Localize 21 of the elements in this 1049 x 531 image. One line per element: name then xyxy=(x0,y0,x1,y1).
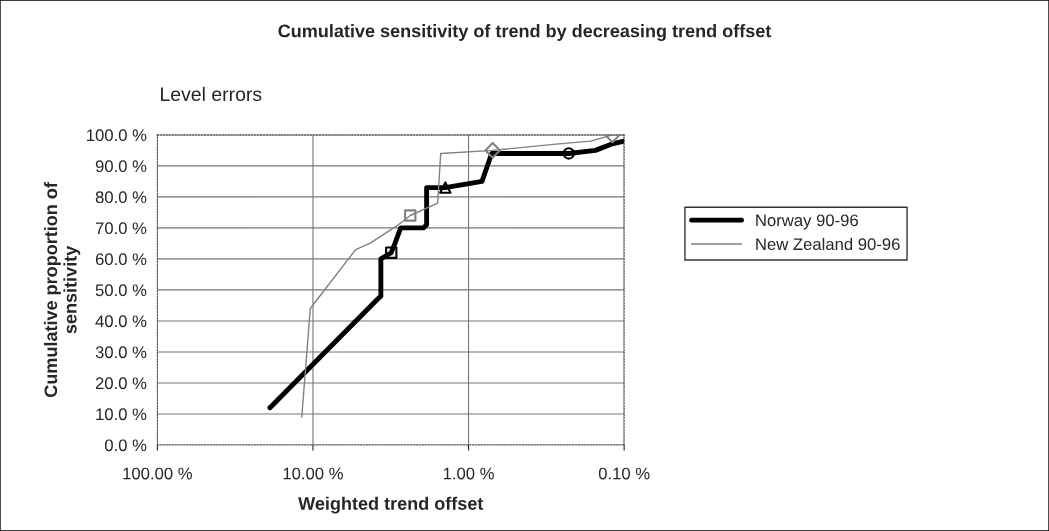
x-axis-title: Weighted trend offset xyxy=(298,496,484,514)
x-tick-label: 1.00 % xyxy=(443,467,494,480)
y-tick-label: 20.0 % xyxy=(95,377,147,390)
y-tick-label: 70.0 % xyxy=(95,222,147,235)
y-tick-label: 60.0 % xyxy=(95,253,147,266)
y-tick-label: 100.0 % xyxy=(87,129,147,142)
y-tick-label: 30.0 % xyxy=(95,346,147,359)
chart-subtitle: Level errors xyxy=(161,86,262,102)
y-axis-title: Cumulative proportion of sensitivity xyxy=(43,182,81,397)
y-tick-label: 10.0 % xyxy=(96,408,147,421)
legend-label: Norway 90-96 xyxy=(756,214,858,230)
y-tick-label: 40.0 % xyxy=(95,315,147,328)
y-tick-label: 0.0 % xyxy=(104,439,147,452)
x-tick-label: 100.00 % xyxy=(123,467,192,480)
y-tick-label: 90.0 % xyxy=(95,160,147,173)
chart-title: Cumulative sensitivity of trend by decreasing trend offset xyxy=(278,24,772,41)
legend-label: New Zealand 90-96 xyxy=(756,237,900,251)
y-tick-label: 50.0 % xyxy=(95,284,147,297)
y-tick-label: 80.0 % xyxy=(95,191,147,204)
x-tick-label: 0.10 % xyxy=(598,467,650,480)
x-tick-label: 10.00 % xyxy=(283,467,343,480)
